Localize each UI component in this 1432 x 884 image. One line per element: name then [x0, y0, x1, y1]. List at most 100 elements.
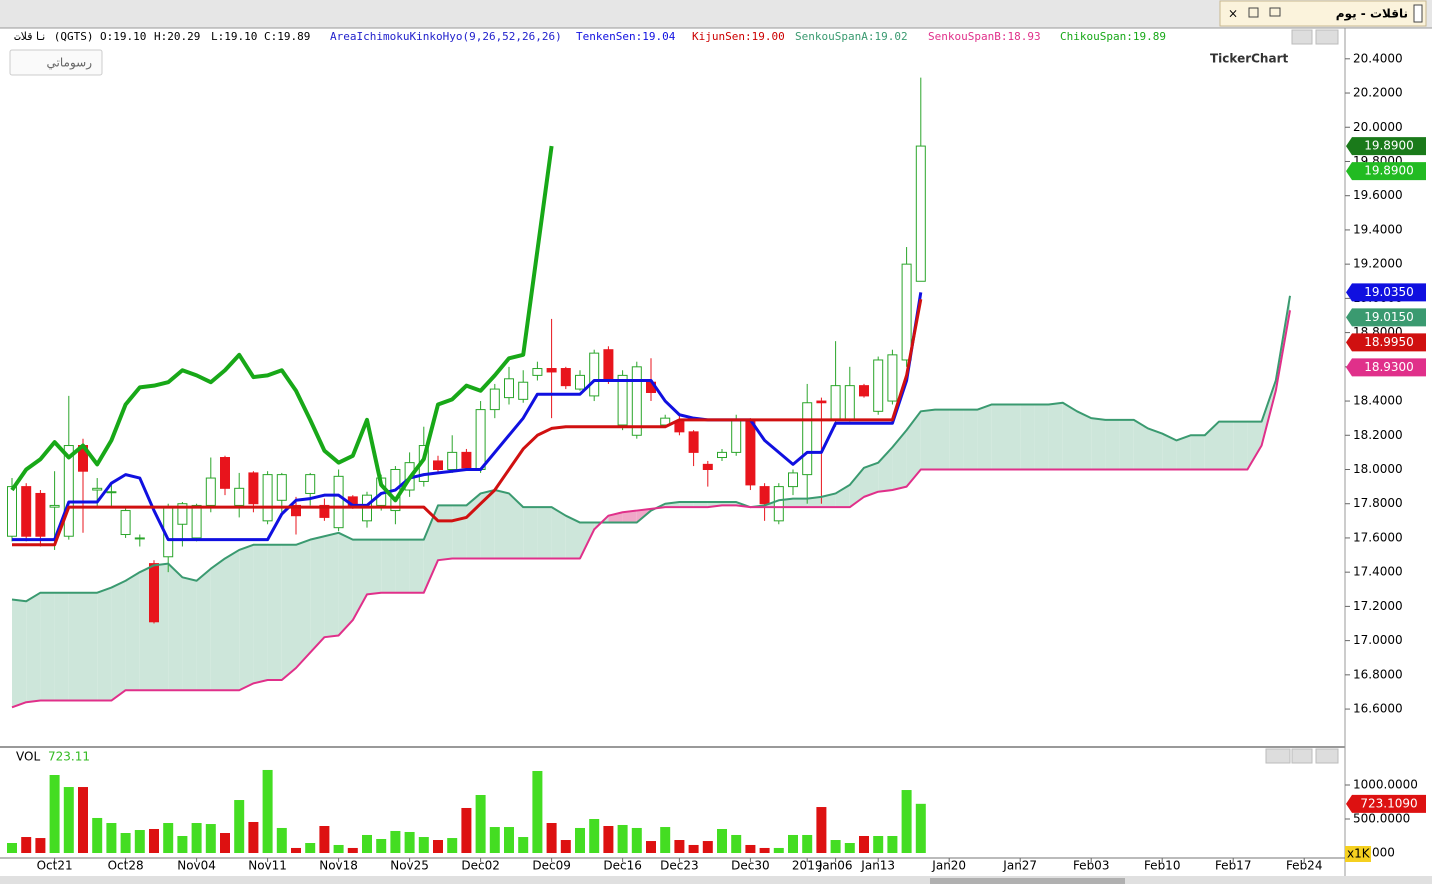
candle-body [447, 451, 458, 470]
price-tag [1346, 358, 1426, 377]
y-tick-label: 000 [1372, 846, 1395, 860]
volume-bar [362, 834, 372, 853]
volume-bar [731, 834, 742, 853]
indicator-line [10, 145, 554, 503]
price-tag [1346, 283, 1426, 302]
x-tick-label: Feb10 [1144, 859, 1181, 873]
y-tick-label: 18.2000 [1353, 428, 1403, 442]
scroll-thumb[interactable] [930, 878, 1125, 884]
candle-body [745, 419, 756, 486]
cloud [864, 462, 879, 497]
cloud [1091, 418, 1106, 470]
candle-body [248, 472, 259, 505]
volume-bar [347, 847, 358, 853]
cloud [125, 572, 140, 691]
cloud [480, 490, 495, 559]
candle-body [631, 366, 642, 436]
x-tick-label: Dec30 [731, 859, 770, 873]
volume-bar [177, 835, 188, 853]
cloud [54, 592, 69, 701]
cloud [1062, 402, 1077, 470]
y-tick-label: 17.4000 [1353, 565, 1403, 579]
candle-body [291, 504, 301, 517]
indicator-line [12, 292, 923, 542]
volume-bar [63, 787, 74, 853]
scrollbar[interactable] [0, 876, 1432, 884]
cloud [509, 493, 524, 559]
candle-body [63, 445, 74, 537]
y-tick-label: 20.0000 [1353, 120, 1403, 134]
x-tick-label: Dec09 [532, 859, 571, 873]
volume-bar [7, 843, 17, 853]
volume-bar [418, 837, 429, 853]
header-item: O:19.10 [100, 30, 146, 43]
volume-bar [674, 840, 685, 853]
cloud [182, 577, 197, 691]
volume-bar [873, 835, 884, 853]
x-tick-label: Jan13 [860, 859, 895, 873]
panel-button[interactable] [1265, 748, 1291, 764]
cloud [324, 532, 339, 638]
y-tick-label: 20.2000 [1353, 86, 1403, 100]
cloud [1233, 421, 1248, 470]
drawings-button-label[interactable]: رسوماتي [47, 56, 93, 71]
panel-button[interactable] [1291, 29, 1313, 45]
cloud [991, 404, 1006, 470]
cloud [963, 409, 978, 470]
cloud [565, 515, 580, 559]
candle-body [92, 487, 103, 491]
restore-icon[interactable] [1248, 7, 1259, 18]
pin-icon[interactable] [1269, 7, 1281, 17]
volume-bar [844, 843, 855, 853]
x-tick-label: Jan20 [931, 859, 966, 873]
price-tag [1346, 162, 1426, 181]
y-tick-label: 17.2000 [1353, 599, 1403, 613]
volume-bar [631, 827, 642, 853]
volume-bar [78, 787, 88, 853]
x-tick-label: Feb03 [1073, 859, 1110, 873]
price-tag-label: 19.8900 [1364, 164, 1414, 178]
panel-button[interactable] [1315, 748, 1339, 764]
volume-bar [319, 826, 330, 853]
volume-bar [220, 833, 230, 853]
candle-body [688, 431, 699, 453]
price-tag-label: 19.0350 [1364, 285, 1414, 299]
x-tick-label: Feb24 [1286, 859, 1323, 873]
volume-bar [688, 844, 699, 853]
panel-button[interactable] [1291, 748, 1313, 764]
price-tag-label: 723.1090 [1360, 796, 1417, 810]
x-tick-label: Jan27 [1002, 859, 1037, 873]
candle-body [21, 486, 32, 537]
candle-body [7, 486, 17, 537]
panel-button[interactable] [1315, 29, 1339, 45]
cloud [1176, 435, 1191, 470]
close-icon[interactable]: × [1228, 7, 1238, 21]
cloud [239, 544, 254, 691]
scroll-icon [1413, 4, 1423, 23]
cloud [977, 404, 992, 470]
candle-body [262, 474, 273, 522]
candle-body [433, 460, 443, 470]
price-tag-label: 19.8900 [1364, 139, 1414, 153]
candle-body [915, 145, 926, 282]
volume-bar [617, 824, 628, 853]
panel-buttons [1265, 29, 1339, 764]
candle-body [731, 419, 742, 453]
volume-bar [461, 807, 472, 853]
candle-body [333, 475, 344, 529]
volume-bar [745, 844, 756, 853]
candle-body [504, 378, 514, 399]
cloud [1119, 419, 1134, 470]
candle-body [276, 474, 287, 501]
candle-body [475, 409, 486, 470]
volume-bar [759, 847, 770, 853]
volume-bar [504, 827, 514, 853]
volume-title: VOL [16, 750, 40, 764]
y-tick-label: 20.4000 [1353, 51, 1403, 65]
drawings-button[interactable] [9, 49, 103, 76]
candle-body [134, 537, 145, 540]
cloud [1077, 411, 1092, 470]
cloud [807, 496, 822, 508]
volume-bar [120, 833, 131, 853]
indicator-line [11, 310, 1291, 709]
